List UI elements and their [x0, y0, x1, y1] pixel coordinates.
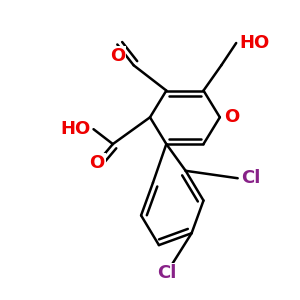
Text: O: O: [89, 154, 104, 172]
Text: Cl: Cl: [241, 169, 260, 187]
Text: O: O: [224, 108, 240, 126]
Text: HO: HO: [60, 120, 91, 138]
Text: O: O: [110, 47, 125, 65]
Text: HO: HO: [239, 34, 269, 52]
Text: Cl: Cl: [157, 264, 176, 282]
